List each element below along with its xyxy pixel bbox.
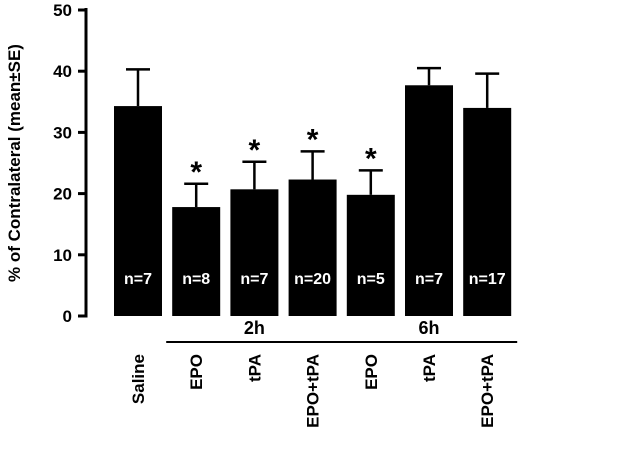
n-label: n=7 xyxy=(124,271,152,288)
n-label: n=7 xyxy=(240,271,268,288)
significance-star: * xyxy=(249,134,261,167)
y-tick-label: 30 xyxy=(53,123,72,142)
group-brackets: 2h 6h xyxy=(166,318,518,343)
y-axis: 0 10 20 30 40 50 % of Contralateral (mean±SE) xyxy=(5,1,88,326)
y-tick-label: 0 xyxy=(63,307,72,326)
y-tick-label: 10 xyxy=(53,246,72,265)
category-label: EPO+tPA xyxy=(304,354,323,428)
significance-star: * xyxy=(307,123,319,156)
bar xyxy=(230,189,279,316)
y-axis-label: % of Contralateral (mean±SE) xyxy=(5,44,24,282)
significance-star: * xyxy=(365,142,377,175)
n-label: n=7 xyxy=(415,271,443,288)
y-tick-label: 20 xyxy=(53,185,72,204)
bars: n=7 n=8 * n=7 * n=20 * n=5 * n=7 n=17 xyxy=(114,66,512,316)
category-labels: Saline EPO tPA EPO+tPA EPO tPA EPO+tPA xyxy=(129,354,497,428)
bar xyxy=(114,106,162,316)
category-label: tPA xyxy=(420,354,439,382)
bar xyxy=(172,207,221,316)
category-label: EPO+tPA xyxy=(478,354,497,428)
category-label: EPO xyxy=(187,354,206,390)
y-tick-label: 50 xyxy=(53,1,72,20)
significance-star: * xyxy=(190,156,202,189)
bar xyxy=(346,194,395,316)
n-label: n=8 xyxy=(182,271,210,288)
n-label: n=5 xyxy=(357,271,385,288)
n-label: n=20 xyxy=(294,271,331,288)
bar xyxy=(463,107,512,316)
category-label: tPA xyxy=(245,354,264,382)
category-label: Saline xyxy=(129,354,148,404)
bar xyxy=(288,179,337,316)
bar xyxy=(405,85,453,316)
n-label: n=17 xyxy=(469,271,506,288)
group-label: 6h xyxy=(418,318,439,338)
category-label: EPO xyxy=(362,354,381,390)
group-label: 2h xyxy=(244,318,265,338)
y-tick-label: 40 xyxy=(53,62,72,81)
